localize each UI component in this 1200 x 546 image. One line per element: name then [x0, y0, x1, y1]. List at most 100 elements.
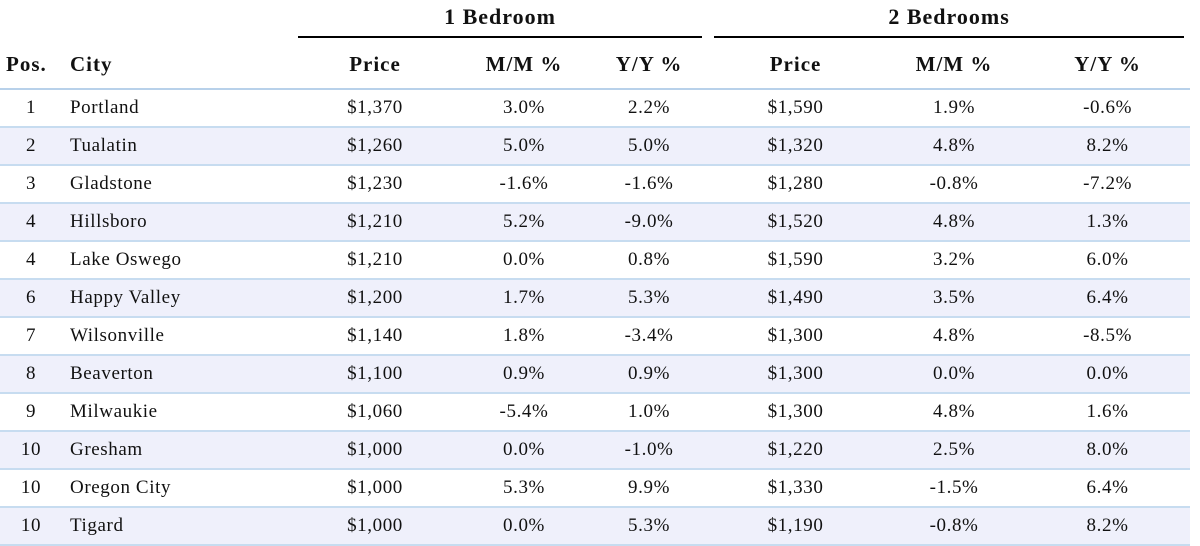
header-yy-1br: Y/Y %: [615, 52, 683, 76]
cell-pos: 9: [25, 401, 37, 422]
table-row: 6 Happy Valley $1,200 1.7% 5.3% $1,490 3…: [0, 279, 1191, 317]
cell-mm-2br: -1.5%: [929, 477, 979, 498]
header-price-2br: Price: [769, 52, 822, 76]
cell-yy-1br: 1.0%: [628, 401, 670, 422]
cell-pos: 4: [25, 249, 37, 270]
group-one-bedroom: 1 Bedroom: [292, 0, 708, 41]
cell-mm-1br: 5.2%: [503, 211, 545, 232]
cell-price-2br: $1,520: [767, 211, 824, 232]
cell-yy-1br: -3.4%: [624, 325, 674, 346]
cell-city: Lake Oswego: [70, 249, 182, 270]
cell-mm-2br: 3.5%: [933, 287, 976, 308]
header-mm-2br: M/M %: [915, 52, 993, 76]
cell-price-1br: $1,000: [347, 439, 403, 460]
cell-price-2br: $1,220: [767, 439, 824, 460]
table-row: 3 Gladstone $1,230 -1.6% -1.6% $1,280 -0…: [0, 165, 1191, 203]
cell-yy-2br: 1.3%: [1086, 211, 1129, 232]
cell-mm-1br: 1.8%: [503, 325, 545, 346]
cell-pos: 10: [20, 439, 42, 460]
cell-mm-1br: 5.3%: [503, 477, 545, 498]
cell-pos: 6: [25, 287, 37, 308]
table-row: 10 Gresham $1,000 0.0% -1.0% $1,220 2.5%…: [0, 431, 1191, 469]
cell-pos: 7: [25, 325, 37, 346]
cell-price-2br: $1,590: [767, 97, 824, 118]
cell-price-2br: $1,490: [767, 287, 824, 308]
header-pos: Pos.: [6, 52, 47, 76]
cell-pos: 1: [25, 97, 37, 118]
cell-yy-1br: 5.0%: [628, 135, 670, 156]
cell-price-2br: $1,300: [767, 325, 824, 346]
cell-price-2br: $1,280: [767, 173, 824, 194]
table-row: 8 Beaverton $1,100 0.9% 0.9% $1,300 0.0%…: [0, 355, 1191, 393]
cell-city: Portland: [70, 97, 140, 118]
cell-yy-2br: 8.2%: [1086, 135, 1129, 156]
cell-price-2br: $1,190: [767, 515, 824, 536]
cell-mm-2br: 3.2%: [933, 249, 976, 270]
cell-city: Gresham: [70, 439, 143, 460]
cell-mm-2br: -0.8%: [929, 173, 979, 194]
cell-mm-1br: -5.4%: [499, 401, 549, 422]
cell-price-1br: $1,140: [347, 325, 403, 346]
cell-price-1br: $1,100: [347, 363, 403, 384]
cell-city: Tigard: [70, 515, 124, 536]
cell-mm-1br: 0.0%: [503, 249, 545, 270]
cell-price-1br: $1,210: [347, 211, 403, 232]
cell-price-1br: $1,200: [347, 287, 403, 308]
cell-mm-1br: 0.0%: [503, 439, 545, 460]
cell-mm-2br: 4.8%: [933, 211, 976, 232]
table-row: 10 Oregon City $1,000 5.3% 9.9% $1,330 -…: [0, 469, 1191, 507]
cell-price-1br: $1,260: [347, 135, 403, 156]
cell-mm-1br: 1.7%: [503, 287, 545, 308]
cell-price-2br: $1,300: [767, 401, 824, 422]
cell-pos: 10: [20, 515, 42, 536]
cell-yy-2br: -7.2%: [1083, 173, 1132, 194]
cell-yy-2br: 6.4%: [1086, 287, 1129, 308]
cell-price-2br: $1,320: [767, 135, 824, 156]
cell-city: Oregon City: [70, 477, 172, 498]
cell-city: Beaverton: [70, 363, 154, 384]
cell-mm-2br: 4.8%: [933, 401, 976, 422]
cell-price-1br: $1,230: [347, 173, 403, 194]
header-city: City: [70, 52, 113, 76]
table-row: 2 Tualatin $1,260 5.0% 5.0% $1,320 4.8% …: [0, 127, 1191, 165]
cell-price-1br: $1,370: [347, 97, 403, 118]
cell-mm-1br: -1.6%: [499, 173, 549, 194]
cell-mm-2br: 2.5%: [933, 439, 976, 460]
cell-mm-1br: 0.0%: [503, 515, 545, 536]
header-mm-1br: M/M %: [485, 52, 563, 76]
table-row: 10 Tigard $1,000 0.0% 5.3% $1,190 -0.8% …: [0, 507, 1191, 545]
cell-price-1br: $1,060: [347, 401, 403, 422]
cell-mm-1br: 3.0%: [503, 97, 545, 118]
cell-price-2br: $1,300: [767, 363, 824, 384]
cell-yy-1br: -9.0%: [624, 211, 674, 232]
cell-yy-1br: 0.8%: [628, 249, 670, 270]
cell-yy-2br: -8.5%: [1083, 325, 1132, 346]
cell-city: Hillsboro: [70, 211, 148, 232]
cell-yy-1br: 5.3%: [628, 287, 670, 308]
table-row: 4 Hillsboro $1,210 5.2% -9.0% $1,520 4.8…: [0, 203, 1191, 241]
header-price-1br: Price: [349, 52, 401, 76]
cell-mm-2br: 1.9%: [933, 97, 976, 118]
cell-city: Milwaukie: [70, 401, 158, 422]
cell-yy-1br: 9.9%: [628, 477, 670, 498]
table-row: 4 Lake Oswego $1,210 0.0% 0.8% $1,590 3.…: [0, 241, 1191, 279]
group-spacer: [0, 0, 292, 41]
cell-city: Tualatin: [70, 135, 138, 156]
cell-yy-2br: -0.6%: [1083, 97, 1132, 118]
cell-price-1br: $1,210: [347, 249, 403, 270]
cell-yy-1br: -1.0%: [624, 439, 674, 460]
table-row: 1 Portland $1,370 3.0% 2.2% $1,590 1.9% …: [0, 89, 1191, 127]
cell-pos: 3: [25, 173, 37, 194]
cell-mm-2br: 0.0%: [933, 363, 976, 384]
cell-price-1br: $1,000: [347, 515, 403, 536]
cell-pos: 10: [20, 477, 42, 498]
cell-yy-2br: 8.0%: [1086, 439, 1129, 460]
cell-city: Gladstone: [70, 173, 153, 194]
cell-yy-2br: 8.2%: [1086, 515, 1129, 536]
header-yy-2br: Y/Y %: [1074, 52, 1141, 76]
cell-yy-2br: 6.0%: [1086, 249, 1129, 270]
cell-mm-2br: 4.8%: [933, 135, 976, 156]
cell-price-2br: $1,330: [767, 477, 824, 498]
